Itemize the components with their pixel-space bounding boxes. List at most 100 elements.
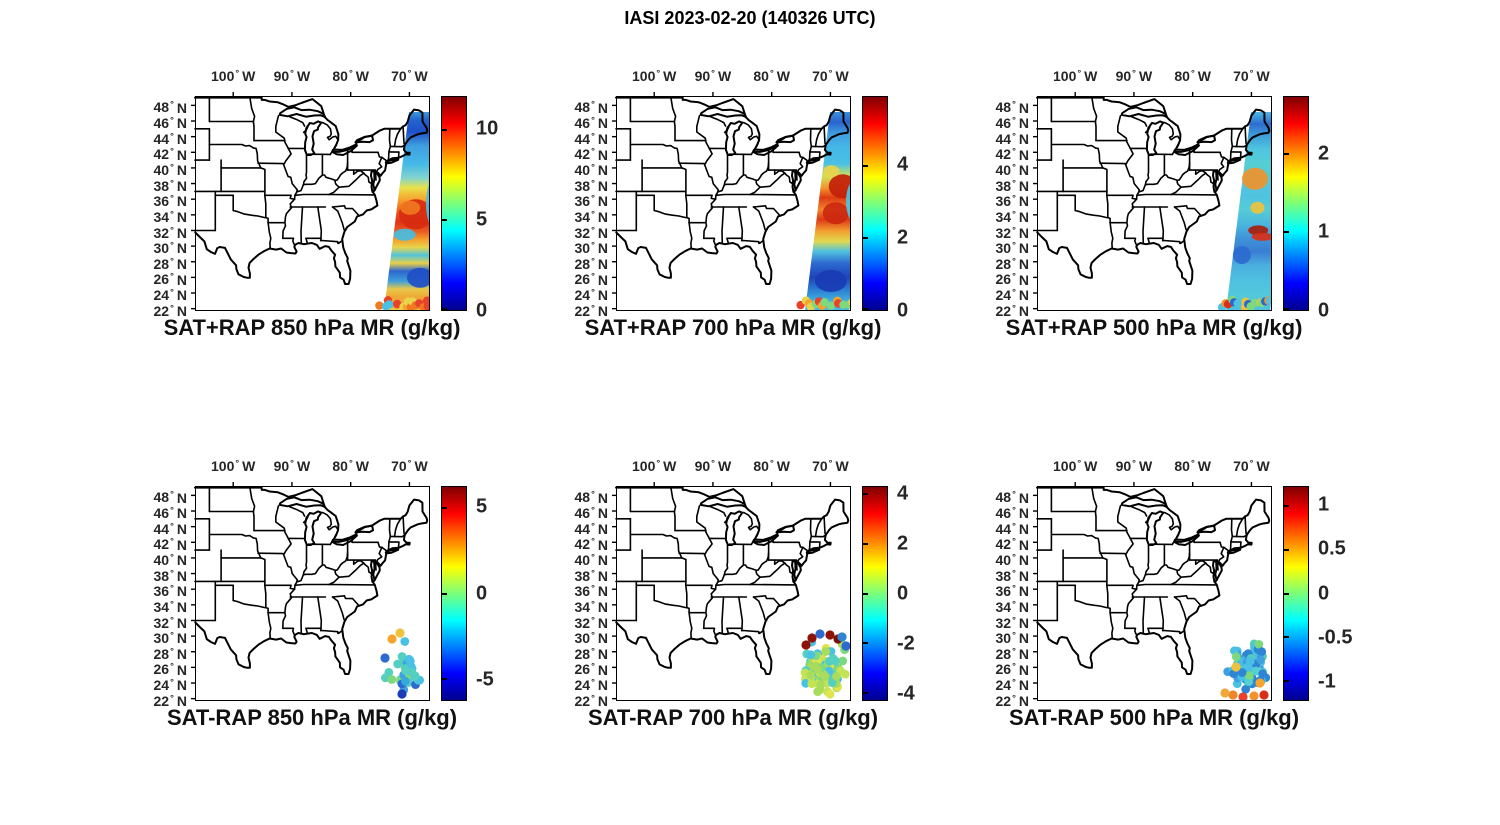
map-canvas — [1033, 482, 1272, 701]
great-lake-outline — [1196, 134, 1216, 144]
lat-tick-label: 44° N — [574, 520, 608, 537]
degree-symbol: ° — [1012, 614, 1016, 626]
degree-symbol: ° — [591, 567, 595, 579]
degree-symbol: ° — [591, 677, 595, 688]
degree-symbol: ° — [170, 692, 174, 704]
panel-title: SAT-RAP 700 hPa MR (g/kg) — [587, 705, 879, 730]
colorbar-tick-label: 1 — [1318, 493, 1330, 516]
degree-symbol: ° — [591, 193, 595, 205]
degree-symbol: ° — [170, 302, 174, 314]
degree-symbol: ° — [290, 68, 294, 79]
lat-tick-label: 36° N — [153, 193, 187, 210]
colorbar-tick-label: 0 — [897, 582, 909, 604]
degree-symbol: ° — [1012, 193, 1016, 205]
degree-symbol: ° — [170, 505, 174, 516]
degree-symbol: ° — [591, 130, 595, 142]
lat-tick-label: 42° N — [995, 536, 1029, 553]
lon-tick-label: 80° W — [332, 68, 369, 85]
degree-symbol: ° — [1012, 224, 1016, 236]
degree-symbol: ° — [407, 458, 412, 469]
degree-symbol: ° — [1132, 68, 1136, 79]
lon-tick-label: 80° W — [753, 458, 790, 475]
map-frame — [616, 96, 851, 311]
lat-tick-label: 40° N — [574, 551, 608, 569]
degree-symbol: ° — [1190, 458, 1195, 469]
degree-symbol: ° — [1077, 458, 1082, 469]
lat-tick-label: 38° N — [153, 567, 187, 584]
degree-symbol: ° — [348, 458, 353, 469]
degree-symbol: ° — [348, 68, 353, 79]
great-lake-outline — [1212, 170, 1218, 193]
us-state-boundaries — [194, 96, 429, 285]
us-state-boundaries — [615, 96, 850, 285]
axis-ticks — [191, 92, 411, 310]
lat-tick-label: 24° N — [153, 677, 187, 694]
lat-tick-label: 36° N — [995, 583, 1029, 600]
colorbar-tick — [863, 691, 868, 694]
lat-tick-label: 22° N — [153, 692, 187, 709]
great-lake-outline — [1227, 547, 1242, 555]
panel-5: 100° W 90° W 80° W 70° W 48° N 46° N 44° N 42° N 40° N 38°… — [995, 458, 1352, 730]
great-lake-outline — [775, 524, 795, 534]
great-lake-outline — [1212, 560, 1218, 583]
degree-symbol: ° — [1012, 115, 1016, 126]
colorbar — [441, 96, 467, 311]
great-lake-outline — [1120, 496, 1169, 509]
degree-symbol: ° — [1012, 551, 1016, 563]
lat-tick-label: 32° N — [574, 614, 608, 631]
lat-tick-label: 44° N — [574, 130, 608, 147]
great-lake-outline — [699, 496, 748, 509]
lon-tick-label: 90° W — [694, 458, 732, 475]
lat-tick-label: 30° N — [995, 630, 1029, 647]
degree-symbol: ° — [170, 287, 174, 298]
lat-tick-label: 28° N — [995, 255, 1029, 272]
data-swath — [1217, 112, 1271, 310]
colorbar-tick — [1284, 679, 1289, 682]
degree-symbol: ° — [591, 271, 595, 283]
great-lake-outline — [385, 157, 400, 165]
axis-ticks — [612, 92, 832, 310]
lat-tick-label: 28° N — [153, 255, 187, 272]
degree-symbol: ° — [170, 271, 174, 283]
degree-symbol: ° — [235, 458, 240, 469]
colorbar-tick — [1284, 592, 1289, 595]
lat-tick-label: 46° N — [153, 505, 187, 522]
lat-tick-label: 26° N — [995, 661, 1029, 678]
degree-symbol: ° — [1012, 567, 1016, 579]
degree-symbol: ° — [591, 692, 595, 704]
us-state-boundaries — [194, 486, 429, 675]
degree-symbol: ° — [170, 583, 174, 595]
great-lake-outline — [354, 524, 374, 534]
colorbar-tick — [863, 592, 868, 595]
lat-tick-label: 36° N — [995, 193, 1029, 210]
degree-symbol: ° — [170, 130, 174, 142]
colorbar — [862, 486, 888, 701]
lat-tick-label: 28° N — [574, 645, 608, 662]
degree-symbol: ° — [1012, 505, 1016, 516]
lat-tick-label: 38° N — [574, 567, 608, 584]
lat-tick-label: 24° N — [574, 287, 608, 304]
lat-tick-label: 38° N — [995, 567, 1029, 584]
colorbar-tick — [863, 164, 868, 167]
colorbar-tick — [1284, 548, 1289, 551]
degree-symbol: ° — [170, 146, 174, 158]
lon-tick-label: 70° W — [1233, 68, 1270, 85]
degree-symbol: ° — [591, 224, 595, 236]
great-lake-outline — [699, 106, 748, 119]
colorbar — [862, 96, 888, 311]
colorbar-tick-label: 4 — [897, 153, 909, 176]
colorbar-tick-label: 0.5 — [1318, 537, 1346, 560]
degree-symbol: ° — [1012, 583, 1016, 595]
lat-tick-label: 26° N — [574, 271, 608, 288]
great-lake-outline — [278, 106, 327, 119]
lon-tick-label: 80° W — [1174, 458, 1211, 475]
lat-tick-label: 34° N — [995, 208, 1029, 226]
lat-tick-label: 48° N — [574, 99, 608, 116]
degree-symbol: ° — [1012, 302, 1016, 314]
lat-tick-label: 22° N — [574, 692, 608, 709]
lat-tick-label: 40° N — [153, 551, 187, 569]
degree-symbol: ° — [591, 614, 595, 626]
great-lake-outline — [1227, 157, 1242, 165]
lon-tick-label: 70° W — [391, 68, 428, 85]
colorbar-tick-label: 5 — [476, 495, 488, 518]
